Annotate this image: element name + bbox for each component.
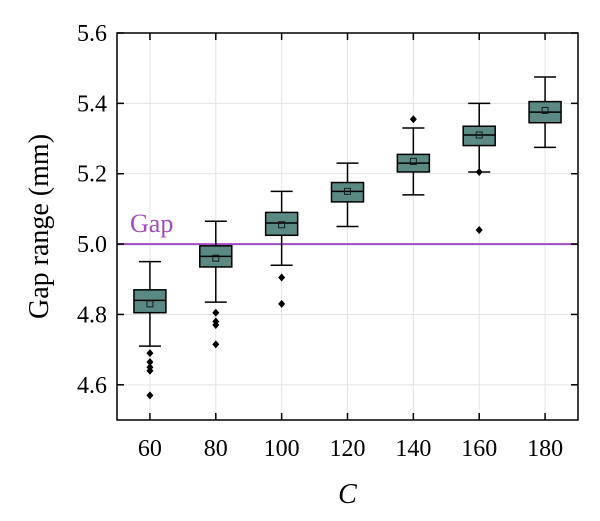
- boxes-layer: [133, 76, 562, 400]
- outlier-point: [475, 226, 483, 235]
- x-tick-label: 180: [527, 436, 563, 462]
- box-group: [396, 115, 431, 196]
- outlier-point: [409, 115, 417, 124]
- box-iqr: [264, 211, 299, 237]
- outlier-point: [146, 349, 154, 358]
- outlier-point: [212, 308, 220, 317]
- x-tick-label: 80: [204, 436, 228, 462]
- outlier-point: [146, 357, 154, 366]
- mean-marker: [344, 187, 351, 195]
- mean-marker: [541, 106, 549, 114]
- mean-marker: [212, 254, 220, 262]
- box-iqr: [330, 181, 365, 203]
- x-tick-label: 60: [138, 436, 162, 462]
- y-axis-title: Gap range (mm): [24, 134, 55, 319]
- x-axis-title: C: [338, 479, 357, 510]
- mean-marker: [278, 221, 286, 229]
- x-tick-label: 160: [461, 436, 497, 462]
- y-tick-label: 4.6: [77, 373, 107, 399]
- y-tick-label: 5.2: [77, 162, 107, 188]
- mean-marker: [409, 157, 417, 165]
- mean-marker: [475, 131, 483, 139]
- box-iqr: [462, 125, 496, 147]
- box-group: [133, 260, 167, 400]
- y-tick-label: 5.6: [77, 21, 107, 47]
- mean-marker: [146, 300, 154, 308]
- y-tick-label: 4.8: [77, 302, 107, 328]
- reference-line-label: Gap: [130, 209, 173, 238]
- x-tick-label: 120: [330, 436, 366, 462]
- box-group: [330, 162, 365, 228]
- outlier-point: [278, 273, 286, 282]
- outlier-point: [146, 366, 154, 375]
- x-tick-label: 140: [395, 436, 431, 462]
- outlier-point: [212, 321, 220, 330]
- y-tick-label: 5.4: [77, 91, 107, 117]
- box-group: [462, 102, 496, 235]
- outlier-point: [212, 340, 220, 349]
- x-axis-ticks: 60 80 100 120 140 160 180: [138, 33, 563, 462]
- box-group: [528, 76, 562, 149]
- outlier-point: [475, 167, 483, 176]
- outlier-point: [278, 299, 286, 308]
- y-tick-label: 5.0: [77, 232, 107, 258]
- box-group: [264, 190, 299, 308]
- outlier-point: [146, 391, 154, 400]
- box-group: [199, 220, 233, 349]
- x-tick-label: 100: [264, 436, 300, 462]
- y-axis-ticks: 4.6 4.8 5.0 5.2 5.4 5.6: [77, 21, 578, 399]
